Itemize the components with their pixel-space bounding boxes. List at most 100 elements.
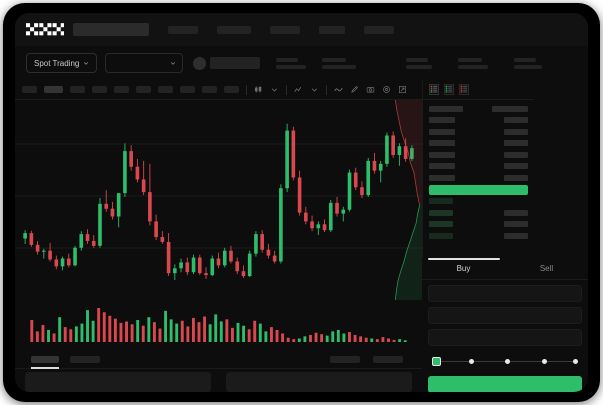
tab-buy[interactable]: Buy (422, 258, 505, 279)
orderbook-asks-icon[interactable] (459, 84, 469, 95)
slider-stop-75[interactable] (541, 359, 547, 364)
okx-logo[interactable] (26, 23, 64, 36)
ask-row[interactable] (423, 150, 534, 159)
nav-item-4[interactable] (319, 25, 345, 34)
stat-label (514, 57, 537, 62)
candle-type-icon[interactable] (254, 85, 263, 94)
bottom-panel-left[interactable] (25, 372, 211, 392)
stat-value (514, 64, 543, 69)
timeframe-button[interactable] (92, 86, 107, 93)
timeframe-button-active[interactable] (44, 86, 63, 93)
volume-chart[interactable] (15, 302, 422, 350)
chart-pane (15, 80, 422, 392)
bottom-tab-right-2[interactable] (373, 356, 403, 363)
ask-row[interactable] (423, 127, 534, 136)
timeframe-button[interactable] (224, 86, 239, 93)
amount-field[interactable] (428, 329, 582, 346)
stat-value (322, 64, 357, 69)
settings-icon[interactable] (382, 85, 391, 94)
bottom-tab-positions[interactable] (70, 356, 100, 363)
nav-item-3[interactable] (270, 25, 300, 34)
order-qty (429, 105, 463, 112)
ask-row[interactable] (423, 173, 534, 182)
pair-select[interactable] (105, 53, 184, 73)
order-price (504, 232, 528, 239)
candlestick-chart[interactable] (15, 100, 422, 300)
timeframe-button[interactable] (136, 86, 151, 93)
timeframe-button[interactable] (22, 86, 37, 93)
bid-row[interactable] (423, 208, 534, 217)
tab-sell[interactable]: Sell (505, 258, 588, 279)
buy-sell-tabs: Buy Sell (422, 258, 588, 280)
search-input[interactable] (73, 23, 149, 36)
market-stat-4 (458, 57, 489, 69)
chart-toolbar (15, 80, 422, 100)
timeframe-button[interactable] (70, 86, 85, 93)
spread-row (429, 184, 528, 195)
ask-row[interactable] (423, 139, 534, 148)
ask-row[interactable] (423, 104, 534, 113)
submit-buy-button[interactable] (428, 376, 582, 392)
timeframe-button[interactable] (114, 86, 129, 93)
bottom-tab-orders[interactable] (31, 356, 59, 363)
chevron-down-icon (84, 62, 89, 65)
nav-item-1[interactable] (168, 25, 198, 34)
bottom-panel-right[interactable] (226, 372, 412, 392)
pencil-icon[interactable] (350, 85, 359, 94)
timeframe-button[interactable] (180, 86, 195, 93)
market-stat-3 (406, 57, 433, 69)
slider-stop-25[interactable] (468, 359, 474, 364)
chevron-down-icon[interactable] (310, 85, 319, 94)
app-screen: Spot Trading (15, 13, 588, 392)
order-price (504, 117, 528, 123)
order-qty (429, 232, 453, 239)
percent-slider[interactable] (432, 357, 578, 367)
order-type-field[interactable] (428, 285, 582, 302)
order-price (492, 105, 528, 112)
order-qty (429, 221, 453, 227)
toolbar-divider (326, 84, 327, 95)
camera-icon[interactable] (366, 85, 375, 94)
order-qty (429, 163, 455, 169)
line-chart-icon[interactable] (334, 85, 343, 94)
timeframe-button[interactable] (202, 86, 217, 93)
slider-stop-50[interactable] (505, 359, 510, 364)
trade-panel: Buy Sell (422, 258, 588, 392)
bottom-panels (15, 372, 422, 392)
trading-mode-label: Spot Trading (34, 58, 80, 68)
trading-mode-select[interactable]: Spot Trading (26, 53, 98, 73)
orderbook-bids-icon[interactable] (444, 84, 454, 95)
chevron-down-icon[interactable] (270, 85, 279, 94)
fullscreen-icon[interactable] (398, 85, 407, 94)
order-qty (429, 174, 455, 181)
indicator-icon[interactable] (294, 85, 303, 94)
slider-stop-100[interactable] (573, 359, 578, 364)
stat-label (406, 57, 429, 62)
coin-avatar (193, 56, 207, 70)
slider-handle[interactable] (432, 357, 441, 366)
order-price (504, 163, 528, 169)
orderbook-both-icon[interactable] (429, 84, 439, 95)
order-price (504, 151, 528, 158)
timeframe-button[interactable] (158, 86, 173, 93)
order-price (504, 221, 528, 227)
order-qty (429, 151, 455, 158)
bid-row[interactable] (423, 220, 534, 229)
order-qty (429, 128, 455, 135)
ask-row[interactable] (423, 116, 534, 125)
ask-row[interactable] (423, 162, 534, 171)
nav-item-5[interactable] (364, 25, 394, 34)
bid-row[interactable] (423, 197, 534, 206)
bottom-tab-right-1[interactable] (330, 356, 360, 363)
toolbar-divider (246, 84, 247, 95)
order-qty (429, 140, 455, 146)
price-field[interactable] (428, 307, 582, 324)
order-book-rows (423, 100, 534, 240)
top-nav (15, 13, 588, 46)
order-price (504, 209, 528, 216)
bid-row[interactable] (423, 231, 534, 240)
nav-item-2[interactable] (217, 25, 251, 34)
stat-label (322, 57, 347, 62)
stat-value (406, 64, 433, 69)
order-qty (429, 198, 453, 204)
